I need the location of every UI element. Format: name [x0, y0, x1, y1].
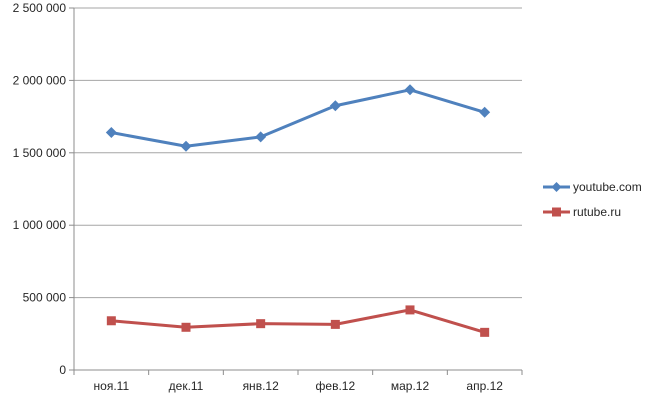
series-line-youtube.com	[109, 88, 487, 148]
y-tick-label: 500 000	[23, 291, 67, 305]
square-marker	[330, 319, 340, 329]
x-tick-label: янв.12	[243, 379, 280, 393]
x-tick-label: мар.12	[391, 379, 430, 393]
x-tick-label: фев.12	[316, 379, 356, 393]
diamond-marker	[105, 127, 117, 139]
x-tick-label: апр.12	[466, 379, 503, 393]
x-tick-label: ноя.11	[94, 379, 130, 393]
y-tick-label: 0	[59, 363, 66, 377]
square-marker	[256, 319, 266, 329]
y-tick-label: 1 500 000	[13, 146, 67, 160]
legend-item-youtube.com: youtube.com	[543, 180, 642, 194]
y-tick-label: 2 000 000	[13, 73, 67, 87]
diamond-marker	[551, 182, 562, 192]
square-marker	[181, 322, 191, 332]
y-tick-label: 1 000 000	[13, 218, 67, 232]
diamond-marker	[404, 84, 416, 96]
square-marker	[405, 305, 415, 315]
diamond-marker	[479, 106, 491, 118]
y-tick-label: 2 500 000	[13, 1, 67, 15]
x-tick-label: дек.11	[169, 379, 204, 393]
square-marker	[480, 327, 490, 337]
square-marker	[552, 207, 561, 217]
square-marker	[106, 316, 116, 326]
diamond-marker	[329, 100, 341, 112]
legend-label: rutube.ru	[573, 205, 621, 219]
diamond-marker	[180, 140, 192, 152]
series-line-rutube.ru	[109, 308, 487, 334]
legend-item-rutube.ru: rutube.ru	[543, 205, 621, 219]
legend-label: youtube.com	[573, 180, 642, 194]
diamond-marker	[255, 131, 267, 143]
